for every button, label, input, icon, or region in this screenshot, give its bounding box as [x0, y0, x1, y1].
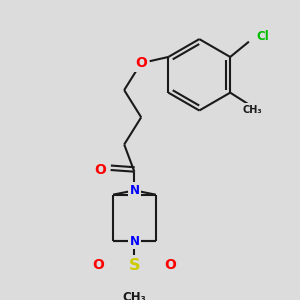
Text: N: N [129, 235, 140, 248]
Text: CH₃: CH₃ [242, 105, 262, 115]
Text: O: O [135, 56, 147, 70]
Text: O: O [94, 163, 106, 177]
Text: S: S [129, 258, 140, 273]
Text: N: N [129, 184, 140, 197]
Text: Cl: Cl [256, 30, 269, 43]
Text: O: O [164, 258, 176, 272]
Text: CH₃: CH₃ [122, 291, 146, 300]
Text: O: O [93, 258, 105, 272]
